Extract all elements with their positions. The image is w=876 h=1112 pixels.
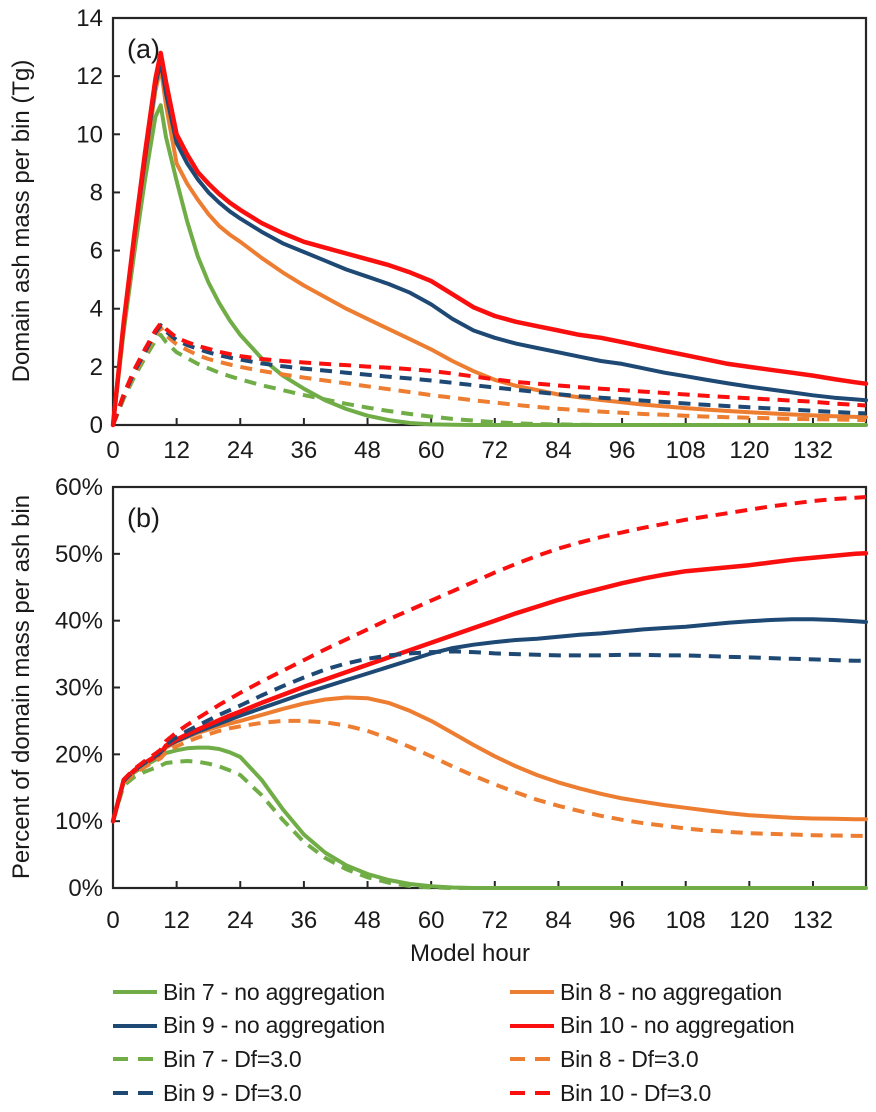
- panel-a-x-tick-label: 24: [227, 437, 254, 464]
- panel-b-y-axis-title: Percent of domain mass per ash bin: [8, 495, 35, 879]
- legend-line-swatch: [510, 1057, 554, 1062]
- legend-item-bin-7-df-3-0: Bin 7 - Df=3.0: [112, 1044, 302, 1074]
- legend-label: Bin 9 - Df=3.0: [163, 1079, 302, 1106]
- panel-a-x-tick-label: 84: [545, 437, 572, 464]
- legend-item-bin-9-df-3-0: Bin 9 - Df=3.0: [112, 1078, 302, 1108]
- panel-b-x-tick-label: 48: [354, 907, 381, 934]
- panel-b-y-tick-label: 50%: [55, 541, 103, 568]
- panel-a-x-tick-label: 48: [354, 437, 381, 464]
- panel-b-x-tick-label: 24: [227, 907, 254, 934]
- panel-b-x-tick-label: 72: [481, 907, 508, 934]
- panel-a-y-tick-label: 2: [90, 354, 103, 381]
- legend-item-bin-10-df-3-0: Bin 10 - Df=3.0: [509, 1078, 711, 1108]
- panel-a-label: (a): [127, 34, 160, 64]
- legend-line-swatch: [510, 1023, 554, 1028]
- legend-line-swatch: [510, 1091, 554, 1096]
- panel-a-y-tick-label: 0: [90, 412, 103, 439]
- panel-a-x-tick-label: 108: [666, 437, 706, 464]
- panel-a-x-tick-label: 60: [418, 437, 445, 464]
- legend-line-swatch: [113, 1091, 157, 1096]
- panel-b-y-tick-label: 30%: [55, 675, 103, 702]
- panel-a-y-tick-label: 12: [76, 63, 103, 90]
- panel-b-series-bin-10-no-aggregation: [110, 550, 869, 824]
- legend-item-bin-8-no-aggregation: Bin 8 - no aggregation: [509, 977, 782, 1007]
- panel-b-y-tick-label: 20%: [55, 741, 103, 768]
- panel-a-series-bin-8-df-3-0: [111, 325, 867, 426]
- legend-item-bin-10-no-aggregation: Bin 10 - no aggregation: [509, 1011, 795, 1041]
- panel-b-series-bin-7-df-3-0: [111, 759, 866, 890]
- panel-b-x-tick-label: 12: [163, 907, 190, 934]
- panel-b-x-tick-label: 108: [666, 907, 706, 934]
- legend-label: Bin 10 - no aggregation: [560, 1012, 795, 1039]
- panel-a-y-tick-label: 10: [76, 121, 103, 148]
- legend-line-swatch: [113, 1023, 157, 1028]
- panel-b-series-bin-9-df-3-0: [111, 649, 866, 822]
- legend-line-swatch: [510, 990, 554, 994]
- legend-label: Bin 8 - Df=3.0: [560, 1045, 699, 1072]
- panel-a-x-tick-label: 12: [163, 437, 190, 464]
- panel-b-series-bin-8-df-3-0: [111, 718, 866, 838]
- panel-b-y-tick-label: 0%: [68, 875, 103, 902]
- legend-line-swatch: [113, 1057, 157, 1062]
- panel-a-x-tick-label: 132: [793, 437, 833, 464]
- panel-b-x-tick-label: 132: [793, 907, 833, 934]
- legend-line-swatch: [113, 990, 157, 994]
- panel-a-x-tick-label: 120: [729, 437, 769, 464]
- panel-a-series-bin-10-df-3-0: [111, 321, 867, 426]
- panel-a-x-tick-label: 0: [106, 437, 119, 464]
- panel-a-series-bin-9-df-3-0: [111, 323, 867, 426]
- panel-a-x-tick-label: 96: [609, 437, 636, 464]
- panel-a-y-tick-label: 14: [76, 5, 103, 32]
- panel-b-x-tick-label: 96: [609, 907, 636, 934]
- panel-b-x-tick-label: 120: [729, 907, 769, 934]
- panel-a-y-axis-title: Domain ash mass per bin (Tg): [8, 60, 35, 383]
- panel-b-label: (b): [127, 503, 160, 533]
- panel-a-series-bin-9-no-aggregation: [111, 59, 868, 427]
- panel-b-series-bin-10-df-3-0: [111, 495, 867, 822]
- x-axis-title: Model hour: [410, 940, 530, 967]
- legend-item-bin-7-no-aggregation: Bin 7 - no aggregation: [112, 977, 385, 1007]
- panel-b-y-tick-label: 40%: [55, 608, 103, 635]
- legend-label: Bin 7 - Df=3.0: [163, 1045, 302, 1072]
- panel-b-y-tick-label: 10%: [55, 808, 103, 835]
- legend-label: Bin 9 - no aggregation: [163, 1012, 385, 1039]
- panel-b-plot: 0 12 24 36 48 60 72 84 96 108 120 132 0% 10% 20% 30% 40%…: [55, 474, 869, 934]
- panel-a-series-bin-7-df-3-0: [111, 332, 866, 427]
- panel-b-frame: [111, 485, 868, 890]
- legend-item-bin-8-df-3-0: Bin 8 - Df=3.0: [509, 1044, 699, 1074]
- panel-b-x-tick-label: 60: [418, 907, 445, 934]
- panel-b-series-bin-9-no-aggregation: [111, 617, 868, 824]
- panel-a-x-tick-label: 36: [291, 437, 318, 464]
- panel-a-y-tick-label: 6: [90, 238, 103, 265]
- panel-a-y-tick-label: 8: [90, 179, 103, 206]
- panel-b-x-tick-label: 0: [106, 907, 119, 934]
- legend-label: Bin 8 - no aggregation: [560, 978, 782, 1005]
- legend-label: Bin 7 - no aggregation: [163, 978, 385, 1005]
- panel-a-series-bin-10-no-aggregation: [110, 50, 869, 428]
- panel-b-y-tick-label: 60%: [55, 474, 103, 501]
- legend-item-bin-9-no-aggregation: Bin 9 - no aggregation: [112, 1011, 385, 1041]
- panel-a-x-tick-label: 72: [481, 437, 508, 464]
- panel-a-y-tick-label: 4: [90, 296, 103, 323]
- panel-b-x-tick-label: 36: [291, 907, 318, 934]
- panel-b-x-tick-label: 84: [545, 907, 572, 934]
- legend-label: Bin 10 - Df=3.0: [560, 1079, 712, 1106]
- panel-a-series-bin-8-no-aggregation: [111, 65, 868, 427]
